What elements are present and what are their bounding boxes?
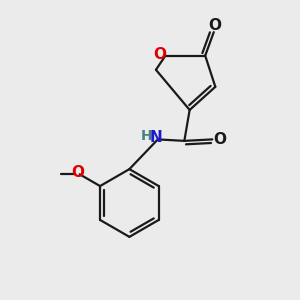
Text: O: O xyxy=(209,18,222,33)
Text: O: O xyxy=(72,165,85,180)
Text: H: H xyxy=(141,129,152,143)
Text: O: O xyxy=(213,132,226,147)
Text: N: N xyxy=(150,130,163,146)
Text: O: O xyxy=(154,47,167,62)
